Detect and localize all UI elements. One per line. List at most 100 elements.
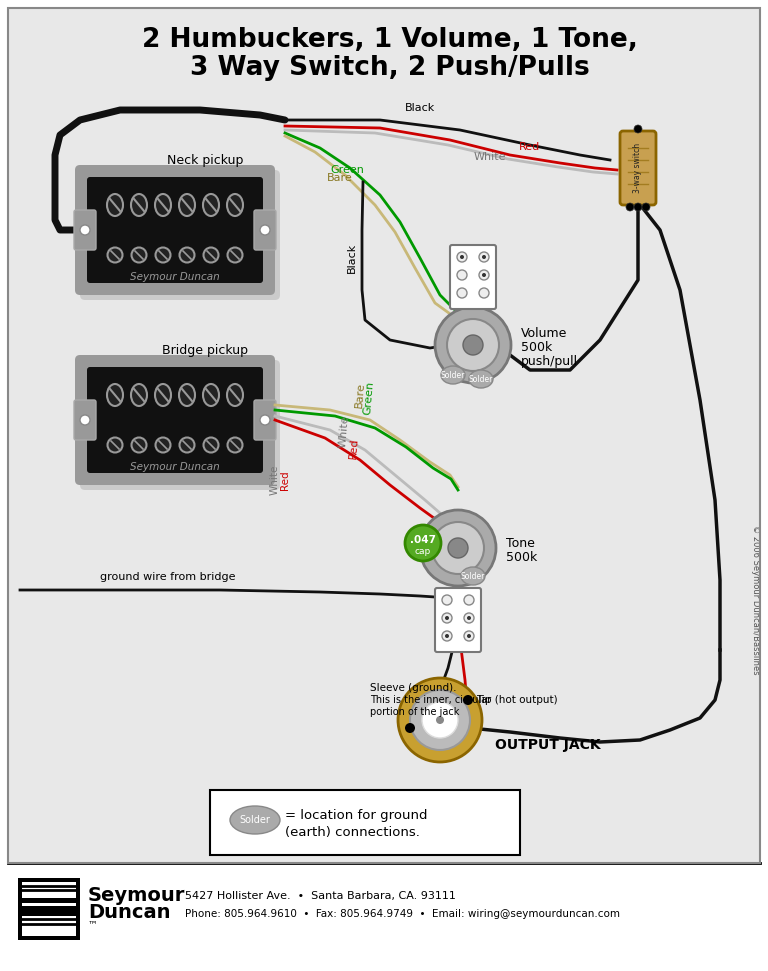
Circle shape <box>464 595 474 605</box>
Ellipse shape <box>203 384 219 406</box>
Circle shape <box>467 616 471 620</box>
Ellipse shape <box>108 248 123 262</box>
Text: Tone: Tone <box>506 537 535 550</box>
Circle shape <box>460 255 464 259</box>
Ellipse shape <box>180 438 194 452</box>
Circle shape <box>463 335 483 355</box>
FancyBboxPatch shape <box>75 165 275 295</box>
Text: Red: Red <box>280 470 290 489</box>
Text: Red: Red <box>519 142 541 152</box>
Circle shape <box>260 225 270 235</box>
Text: Solder: Solder <box>441 371 465 380</box>
FancyBboxPatch shape <box>75 355 275 485</box>
Ellipse shape <box>107 384 123 406</box>
Text: Black: Black <box>347 243 357 273</box>
Text: Solder: Solder <box>240 815 270 825</box>
Circle shape <box>260 415 270 425</box>
Text: Tip (hot output): Tip (hot output) <box>476 695 558 705</box>
Circle shape <box>634 125 642 133</box>
Text: (earth) connections.: (earth) connections. <box>285 825 420 839</box>
Ellipse shape <box>131 438 147 452</box>
Text: © 2006 Seymour Duncan/Basslines: © 2006 Seymour Duncan/Basslines <box>752 525 760 675</box>
Text: White: White <box>338 416 351 449</box>
Circle shape <box>457 270 467 280</box>
Circle shape <box>420 510 496 586</box>
Circle shape <box>457 252 467 262</box>
Ellipse shape <box>227 438 243 452</box>
FancyBboxPatch shape <box>620 131 656 205</box>
Text: ™: ™ <box>88 919 98 929</box>
Bar <box>8 8 760 863</box>
Text: Sleeve (ground).: Sleeve (ground). <box>370 683 456 693</box>
Ellipse shape <box>107 194 123 216</box>
Ellipse shape <box>227 248 243 262</box>
Circle shape <box>642 203 650 211</box>
Circle shape <box>448 538 468 558</box>
Circle shape <box>464 631 474 641</box>
Ellipse shape <box>230 806 280 834</box>
Bar <box>22 898 76 903</box>
Text: Seymour Duncan: Seymour Duncan <box>130 462 220 472</box>
Text: cap: cap <box>415 547 431 555</box>
Text: White: White <box>270 465 280 495</box>
Text: .047: .047 <box>410 535 436 545</box>
Text: Phone: 805.964.9610  •  Fax: 805.964.9749  •  Email: wiring@seymourduncan.com: Phone: 805.964.9610 • Fax: 805.964.9749 … <box>185 909 620 919</box>
Circle shape <box>410 690 470 750</box>
Circle shape <box>464 613 474 623</box>
Bar <box>210 790 520 855</box>
FancyBboxPatch shape <box>87 177 263 283</box>
Text: Black: Black <box>405 103 435 113</box>
FancyBboxPatch shape <box>435 588 481 652</box>
Ellipse shape <box>131 384 147 406</box>
Circle shape <box>442 595 452 605</box>
Text: This is the inner, circular: This is the inner, circular <box>370 695 491 705</box>
Text: Seymour: Seymour <box>88 886 185 905</box>
Ellipse shape <box>203 194 219 216</box>
FancyBboxPatch shape <box>87 367 263 473</box>
Text: Green: Green <box>362 381 375 415</box>
Circle shape <box>482 273 486 277</box>
FancyBboxPatch shape <box>80 170 280 300</box>
Text: 500k: 500k <box>521 341 552 353</box>
Circle shape <box>80 415 90 425</box>
Circle shape <box>634 203 642 211</box>
Ellipse shape <box>155 194 171 216</box>
Ellipse shape <box>155 248 170 262</box>
Circle shape <box>479 252 489 262</box>
Circle shape <box>445 616 449 620</box>
Circle shape <box>479 270 489 280</box>
FancyBboxPatch shape <box>254 400 276 440</box>
Ellipse shape <box>469 370 493 388</box>
Bar <box>22 882 76 906</box>
Circle shape <box>482 255 486 259</box>
Bar <box>22 910 76 915</box>
Circle shape <box>447 319 499 371</box>
Ellipse shape <box>227 194 243 216</box>
FancyBboxPatch shape <box>80 360 280 490</box>
Bar <box>8 8 760 863</box>
Ellipse shape <box>131 194 147 216</box>
Circle shape <box>626 203 634 211</box>
Circle shape <box>442 613 452 623</box>
Ellipse shape <box>227 384 243 406</box>
Text: 5427 Hollister Ave.  •  Santa Barbara, CA. 93111: 5427 Hollister Ave. • Santa Barbara, CA.… <box>185 891 456 901</box>
Text: Bridge pickup: Bridge pickup <box>162 344 248 356</box>
Ellipse shape <box>461 567 485 585</box>
Circle shape <box>398 678 482 762</box>
Ellipse shape <box>204 248 219 262</box>
Text: Red: Red <box>348 437 360 459</box>
Circle shape <box>80 225 90 235</box>
Bar <box>18 878 80 940</box>
Circle shape <box>479 288 489 298</box>
Circle shape <box>445 634 449 638</box>
Ellipse shape <box>179 384 195 406</box>
Ellipse shape <box>131 248 147 262</box>
Ellipse shape <box>204 438 219 452</box>
Ellipse shape <box>155 384 171 406</box>
Text: ground wire from bridge: ground wire from bridge <box>100 572 236 582</box>
Circle shape <box>457 288 467 298</box>
Ellipse shape <box>180 248 194 262</box>
Circle shape <box>405 723 415 733</box>
Text: Bare: Bare <box>354 382 366 408</box>
Text: = location for ground: = location for ground <box>285 809 428 821</box>
